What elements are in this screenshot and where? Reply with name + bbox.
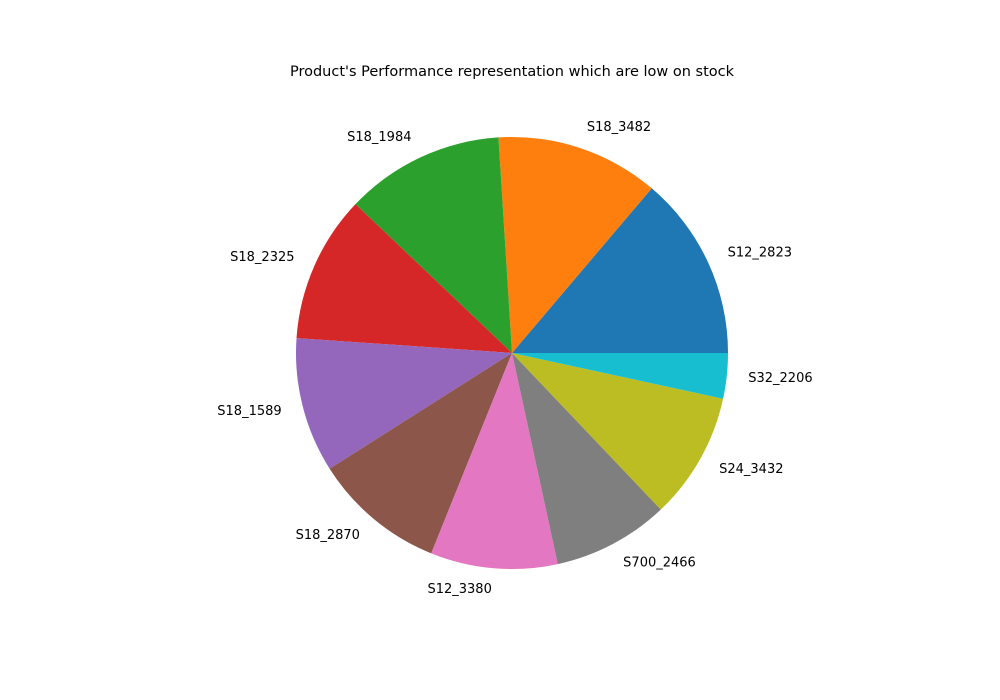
pie-label-s18-1984: S18_1984 <box>347 130 411 145</box>
pie-label-s12-2823: S12_2823 <box>728 246 792 261</box>
pie-slices <box>296 137 728 569</box>
pie-slice-s24-3432 <box>512 353 724 510</box>
pie-slice-s18-2870 <box>329 353 512 554</box>
pie-label-s24-3432: S24_3432 <box>719 462 783 477</box>
pie-label-s18-2870: S18_2870 <box>296 528 360 543</box>
pie-labels: S12_2823 S18_3482 S18_1984 S18_2325 S18_1589… <box>217 120 812 597</box>
chart-title: Product's Performance representation whi… <box>290 64 735 80</box>
pie-label-s700-2466: S700_2466 <box>623 555 696 570</box>
pie-slice-s12-2823 <box>512 188 728 353</box>
pie-label-s12-3380: S12_3380 <box>427 582 491 597</box>
pie-label-s18-1589: S18_1589 <box>217 404 281 419</box>
pie-slice-s700-2466 <box>512 353 661 565</box>
pie-label-s18-3482: S18_3482 <box>587 120 651 135</box>
pie-slice-s18-3482 <box>498 137 652 353</box>
pie-slice-s12-3380 <box>431 353 558 569</box>
pie-label-s18-2325: S18_2325 <box>230 250 294 265</box>
pie-slice-s32-2206 <box>512 353 728 399</box>
pie-slice-s18-1589 <box>296 338 512 469</box>
pie-slice-s18-1984 <box>355 137 512 353</box>
pie-label-s32-2206: S32_2206 <box>748 371 812 386</box>
pie-slice-s18-2325 <box>296 204 512 353</box>
